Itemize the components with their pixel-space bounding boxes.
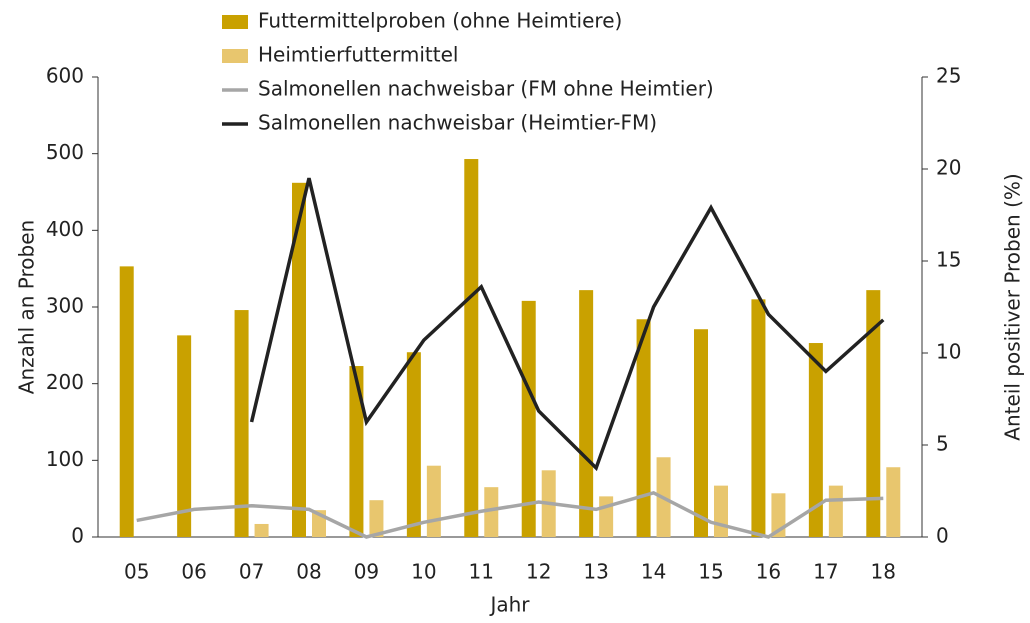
y-tick-label: 600: [46, 64, 84, 88]
x-tick-label: 11: [469, 560, 494, 584]
x-tick-label: 15: [698, 560, 723, 584]
bar: [751, 299, 766, 537]
y2-tick-label: 10: [936, 340, 961, 364]
legend-label: Futtermittelproben (ohne Heimtiere): [258, 9, 622, 33]
bar: [349, 366, 364, 537]
x-tick-label: 16: [756, 560, 781, 584]
bar: [694, 329, 708, 537]
y-tick-label: 200: [46, 370, 84, 394]
bar: [599, 496, 614, 537]
y-tick-label: 400: [46, 217, 84, 241]
y-tick-label: 100: [46, 447, 84, 471]
legend-label: Salmonellen nachweisbar (FM ohne Heimtie…: [258, 77, 714, 101]
bar: [636, 319, 651, 537]
x-axis-label: Jahr: [488, 593, 530, 617]
bar: [771, 493, 786, 537]
bar: [579, 290, 594, 537]
bar: [521, 300, 536, 537]
x-tick-label: 12: [526, 560, 551, 584]
bar: [406, 352, 421, 537]
y2-tick-label: 25: [936, 64, 961, 88]
bar: [254, 523, 269, 537]
y2-axis-label: Anteil positiver Proben (%): [1001, 173, 1025, 440]
bar: [464, 159, 479, 538]
legend-swatch: [222, 49, 248, 63]
bar: [177, 335, 192, 537]
line: [249, 177, 885, 472]
y2-tick-label: 20: [936, 156, 961, 180]
bar: [119, 266, 134, 537]
x-tick-label: 05: [124, 560, 149, 584]
y-tick-label: 300: [46, 294, 84, 318]
y-axis-label: Anzahl an Proben: [15, 220, 39, 394]
x-tick-label: 08: [296, 560, 321, 584]
x-tick-label: 10: [411, 560, 436, 584]
bar: [828, 485, 843, 537]
legend-label: Salmonellen nachweisbar (Heimtier-FM): [258, 111, 657, 135]
x-tick-label: 06: [181, 560, 206, 584]
bar: [369, 500, 384, 537]
bar: [234, 310, 249, 537]
bar: [808, 343, 823, 537]
y-tick-label: 0: [71, 524, 84, 548]
y2-tick-label: 15: [936, 248, 961, 272]
y2-tick-label: 0: [936, 524, 949, 548]
x-tick-label: 07: [239, 560, 264, 584]
x-tick-label: 17: [813, 560, 838, 584]
bar: [866, 290, 881, 537]
bar: [484, 487, 499, 537]
bar: [426, 465, 441, 537]
y-tick-label: 500: [46, 140, 84, 164]
x-tick-label: 14: [641, 560, 666, 584]
x-tick-label: 18: [871, 560, 896, 584]
x-tick-label: 13: [583, 560, 608, 584]
bar: [714, 485, 728, 537]
bar: [292, 182, 306, 538]
line: [136, 490, 884, 539]
legend-label: Heimtierfuttermittel: [258, 43, 458, 67]
y2-tick-label: 5: [936, 432, 949, 456]
legend-swatch: [222, 15, 248, 29]
x-tick-label: 09: [354, 560, 379, 584]
bar: [886, 467, 901, 537]
